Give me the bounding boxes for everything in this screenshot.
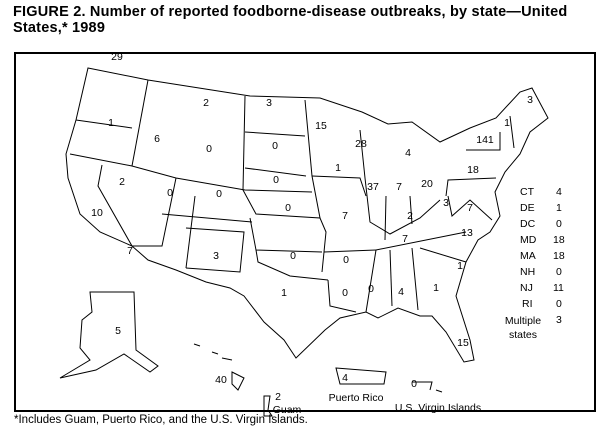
state-borders	[69, 79, 515, 313]
legend-state: CT	[520, 186, 534, 198]
legend-value: 4	[556, 186, 562, 198]
state-value-or: 1	[108, 117, 114, 129]
virgin-islands-outline	[412, 381, 443, 393]
legend-state: MA	[520, 250, 536, 262]
state-value-mo: 7	[342, 210, 348, 222]
state-value-co: 0	[216, 188, 222, 200]
territory-label-virgin-islands: U.S. Virgin Islands	[394, 402, 482, 414]
state-value-sc: 1	[457, 260, 463, 272]
state-value-hi: 40	[215, 374, 227, 386]
legend-value: 18	[553, 250, 565, 262]
state-value-vt: 1	[504, 117, 510, 129]
state-value-ga: 1	[433, 282, 439, 294]
legend-value: 0	[556, 266, 562, 278]
legend-value: 0	[556, 298, 562, 310]
legend-state: MD	[520, 234, 537, 246]
state-value-tx: 1	[281, 287, 287, 299]
state-value-nm: 3	[213, 250, 219, 262]
state-value-ar: 0	[343, 254, 349, 266]
legend-state: NJ	[520, 282, 533, 294]
state-value-wv: 3	[443, 197, 449, 209]
state-value-al: 4	[398, 286, 404, 298]
state-value-in: 7	[396, 181, 402, 193]
state-value-mn: 15	[315, 120, 327, 132]
puerto-rico-outline	[335, 367, 387, 385]
territory-value-virgin-islands: 0	[411, 378, 417, 390]
state-value-nv: 2	[119, 176, 125, 188]
legend-state: NH	[520, 266, 536, 278]
legend-value: 11	[553, 282, 564, 294]
state-value-az: 7	[127, 245, 133, 257]
state-value-ks: 0	[285, 202, 291, 214]
footnote: *Includes Guam, Puerto Rico, and the U.S…	[14, 414, 308, 426]
state-value-il: 37	[367, 181, 379, 193]
state-value-mt: 2	[203, 97, 209, 109]
legend-value: 1	[556, 202, 562, 214]
state-value-sd: 0	[272, 140, 278, 152]
legend-state: DE	[520, 202, 535, 214]
state-value-ne: 0	[273, 174, 279, 186]
state-value-nc: 13	[461, 227, 473, 239]
state-value-ca: 10	[91, 207, 103, 219]
state-value-pa: 18	[467, 164, 479, 176]
state-value-ny: 141	[476, 134, 494, 146]
hawaii-islands	[193, 343, 245, 391]
state-value-ia: 1	[335, 162, 341, 174]
guam-outline	[263, 395, 273, 417]
state-value-va: 7	[467, 202, 473, 214]
state-value-ok: 0	[290, 250, 296, 262]
legend-state: DC	[520, 218, 536, 230]
territory-value-puerto-rico: 4	[342, 372, 348, 384]
state-value-ak: 5	[115, 325, 121, 337]
state-value-mi: 4	[405, 147, 411, 159]
figure-title: FIGURE 2. Number of reported foodborne-d…	[13, 4, 568, 36]
contiguous-us-outline	[65, 67, 549, 363]
territory-value-guam: 2	[275, 391, 281, 403]
legend-value: 3	[556, 314, 562, 326]
state-value-tn: 7	[402, 233, 408, 245]
state-value-wy: 0	[206, 143, 212, 155]
territory-label-puerto-rico: Puerto Rico	[328, 392, 384, 404]
state-value-wa: 29	[111, 51, 123, 63]
state-value-oh: 20	[421, 178, 433, 190]
state-value-nd: 3	[266, 97, 272, 109]
map-frame	[14, 52, 596, 412]
state-value-ut: 0	[167, 187, 173, 199]
state-value-fl: 15	[457, 337, 469, 349]
territory-label-guam: Guam	[272, 404, 302, 416]
state-value-la: 0	[342, 287, 348, 299]
state-value-id: 6	[154, 133, 160, 145]
legend-value: 18	[553, 234, 565, 246]
state-value-wi: 28	[355, 138, 367, 150]
legend-value: 0	[556, 218, 562, 230]
alaska-outline	[59, 291, 159, 379]
legend-state: RI	[522, 298, 533, 310]
state-value-ms: 0	[368, 283, 374, 295]
state-value-ky: 2	[407, 210, 413, 222]
state-value-me: 3	[527, 94, 533, 106]
legend-state: Multiple states	[504, 315, 542, 341]
